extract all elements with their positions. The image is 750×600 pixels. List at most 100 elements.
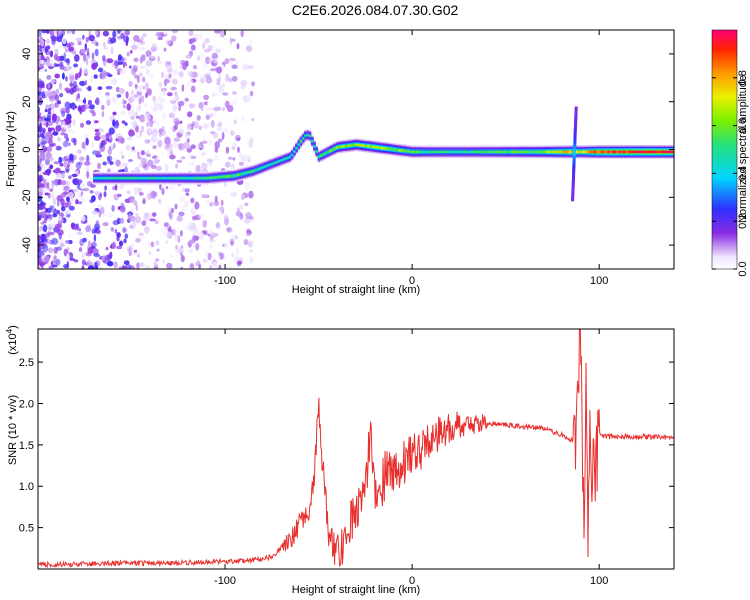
noise-speck bbox=[95, 220, 100, 226]
ridge-cell bbox=[239, 173, 242, 176]
noise-speck bbox=[225, 73, 229, 82]
ridge-cell bbox=[427, 150, 431, 154]
noise-speck bbox=[89, 190, 94, 194]
noise-speck bbox=[94, 135, 101, 141]
noise-speck bbox=[58, 121, 62, 126]
ridge-cell bbox=[661, 150, 664, 154]
noise-speck bbox=[198, 213, 204, 219]
noise-speck bbox=[152, 95, 156, 103]
ridge-cell bbox=[398, 148, 402, 152]
noise-speck bbox=[52, 90, 55, 94]
noise-speck bbox=[97, 127, 103, 134]
noise-speck bbox=[166, 262, 173, 269]
noise-speck bbox=[133, 35, 140, 42]
noise-speck bbox=[78, 228, 82, 232]
noise-speck bbox=[78, 194, 83, 199]
noise-speck bbox=[91, 62, 98, 70]
noise-speck bbox=[62, 156, 69, 163]
noise-speck bbox=[180, 245, 184, 249]
noise-speck bbox=[45, 136, 48, 141]
ridge-cell bbox=[178, 176, 182, 180]
ridge-cell bbox=[647, 150, 651, 154]
noise-speck bbox=[40, 140, 46, 148]
noise-speck bbox=[246, 45, 252, 52]
noise-speck bbox=[115, 119, 119, 126]
noise-speck bbox=[155, 119, 160, 127]
noise-speck bbox=[86, 154, 90, 162]
noise-speck bbox=[216, 127, 223, 132]
noise-speck bbox=[75, 199, 79, 205]
ridge-cell bbox=[508, 150, 512, 154]
noise-speck bbox=[124, 233, 128, 239]
noise-speck bbox=[245, 181, 251, 189]
noise-speck bbox=[103, 213, 106, 217]
noise-speck bbox=[110, 227, 115, 232]
ridge-cell bbox=[387, 147, 390, 151]
noise-speck bbox=[126, 103, 131, 111]
noise-speck bbox=[190, 44, 196, 51]
noise-speck bbox=[39, 111, 46, 117]
ridge-cell bbox=[649, 150, 653, 154]
noise-speck bbox=[45, 30, 50, 34]
noise-speck bbox=[56, 136, 61, 142]
noise-speck bbox=[79, 80, 86, 86]
noise-speck bbox=[38, 181, 42, 189]
ridge-cell bbox=[407, 150, 411, 153]
streak-cell bbox=[573, 139, 577, 144]
noise-speck bbox=[182, 187, 185, 193]
noise-speck bbox=[139, 233, 144, 240]
noise-speck bbox=[200, 52, 205, 59]
ridge-cell bbox=[490, 150, 494, 154]
noise-speck bbox=[178, 71, 184, 78]
noise-speck bbox=[147, 127, 152, 134]
ridge-cell bbox=[252, 169, 256, 173]
noise-speck bbox=[49, 95, 55, 102]
noise-speck bbox=[38, 167, 42, 170]
noise-speck bbox=[172, 142, 179, 149]
noise-speck bbox=[74, 73, 79, 81]
ridge-cell bbox=[613, 150, 617, 154]
ridge-cell bbox=[274, 160, 278, 164]
noise-speck bbox=[131, 215, 136, 223]
ridge-cell bbox=[306, 133, 310, 137]
ridge-cell bbox=[358, 143, 361, 147]
colorbar-tick-label: 0.0 bbox=[737, 261, 749, 276]
noise-speck bbox=[162, 90, 167, 96]
noise-speck bbox=[117, 54, 122, 61]
noise-speck bbox=[198, 125, 202, 131]
noise-speck bbox=[98, 209, 102, 218]
noise-speck bbox=[219, 30, 226, 38]
noise-speck bbox=[195, 164, 201, 173]
noise-speck bbox=[105, 94, 109, 101]
noise-speck bbox=[158, 128, 163, 135]
noise-speck bbox=[61, 110, 66, 118]
ridge-cell bbox=[479, 150, 482, 154]
noise-speck bbox=[214, 232, 219, 237]
noise-speck bbox=[86, 171, 90, 179]
ridge-cell bbox=[117, 176, 121, 180]
noise-speck bbox=[60, 205, 66, 212]
noise-speck bbox=[129, 96, 135, 103]
noise-speck bbox=[105, 247, 109, 251]
noise-speck bbox=[204, 48, 211, 53]
noise-speck bbox=[64, 58, 70, 63]
noise-speck bbox=[85, 251, 93, 257]
noise-speck bbox=[41, 251, 45, 257]
streak-cell bbox=[572, 156, 576, 161]
ridge-cell bbox=[445, 150, 449, 154]
noise-speck bbox=[238, 161, 244, 166]
noise-speck bbox=[147, 159, 154, 167]
ridge-cell bbox=[124, 176, 128, 180]
noise-speck bbox=[224, 241, 229, 249]
noise-speck bbox=[40, 148, 47, 154]
noise-speck bbox=[123, 100, 127, 105]
streak-cell bbox=[573, 128, 577, 132]
noise-speck bbox=[68, 205, 75, 211]
noise-speck bbox=[88, 240, 91, 247]
ridge-cell bbox=[463, 150, 467, 154]
noise-speck bbox=[218, 206, 225, 212]
noise-speck bbox=[124, 198, 132, 204]
noise-speck bbox=[216, 123, 220, 127]
ridge-cell bbox=[216, 175, 220, 179]
